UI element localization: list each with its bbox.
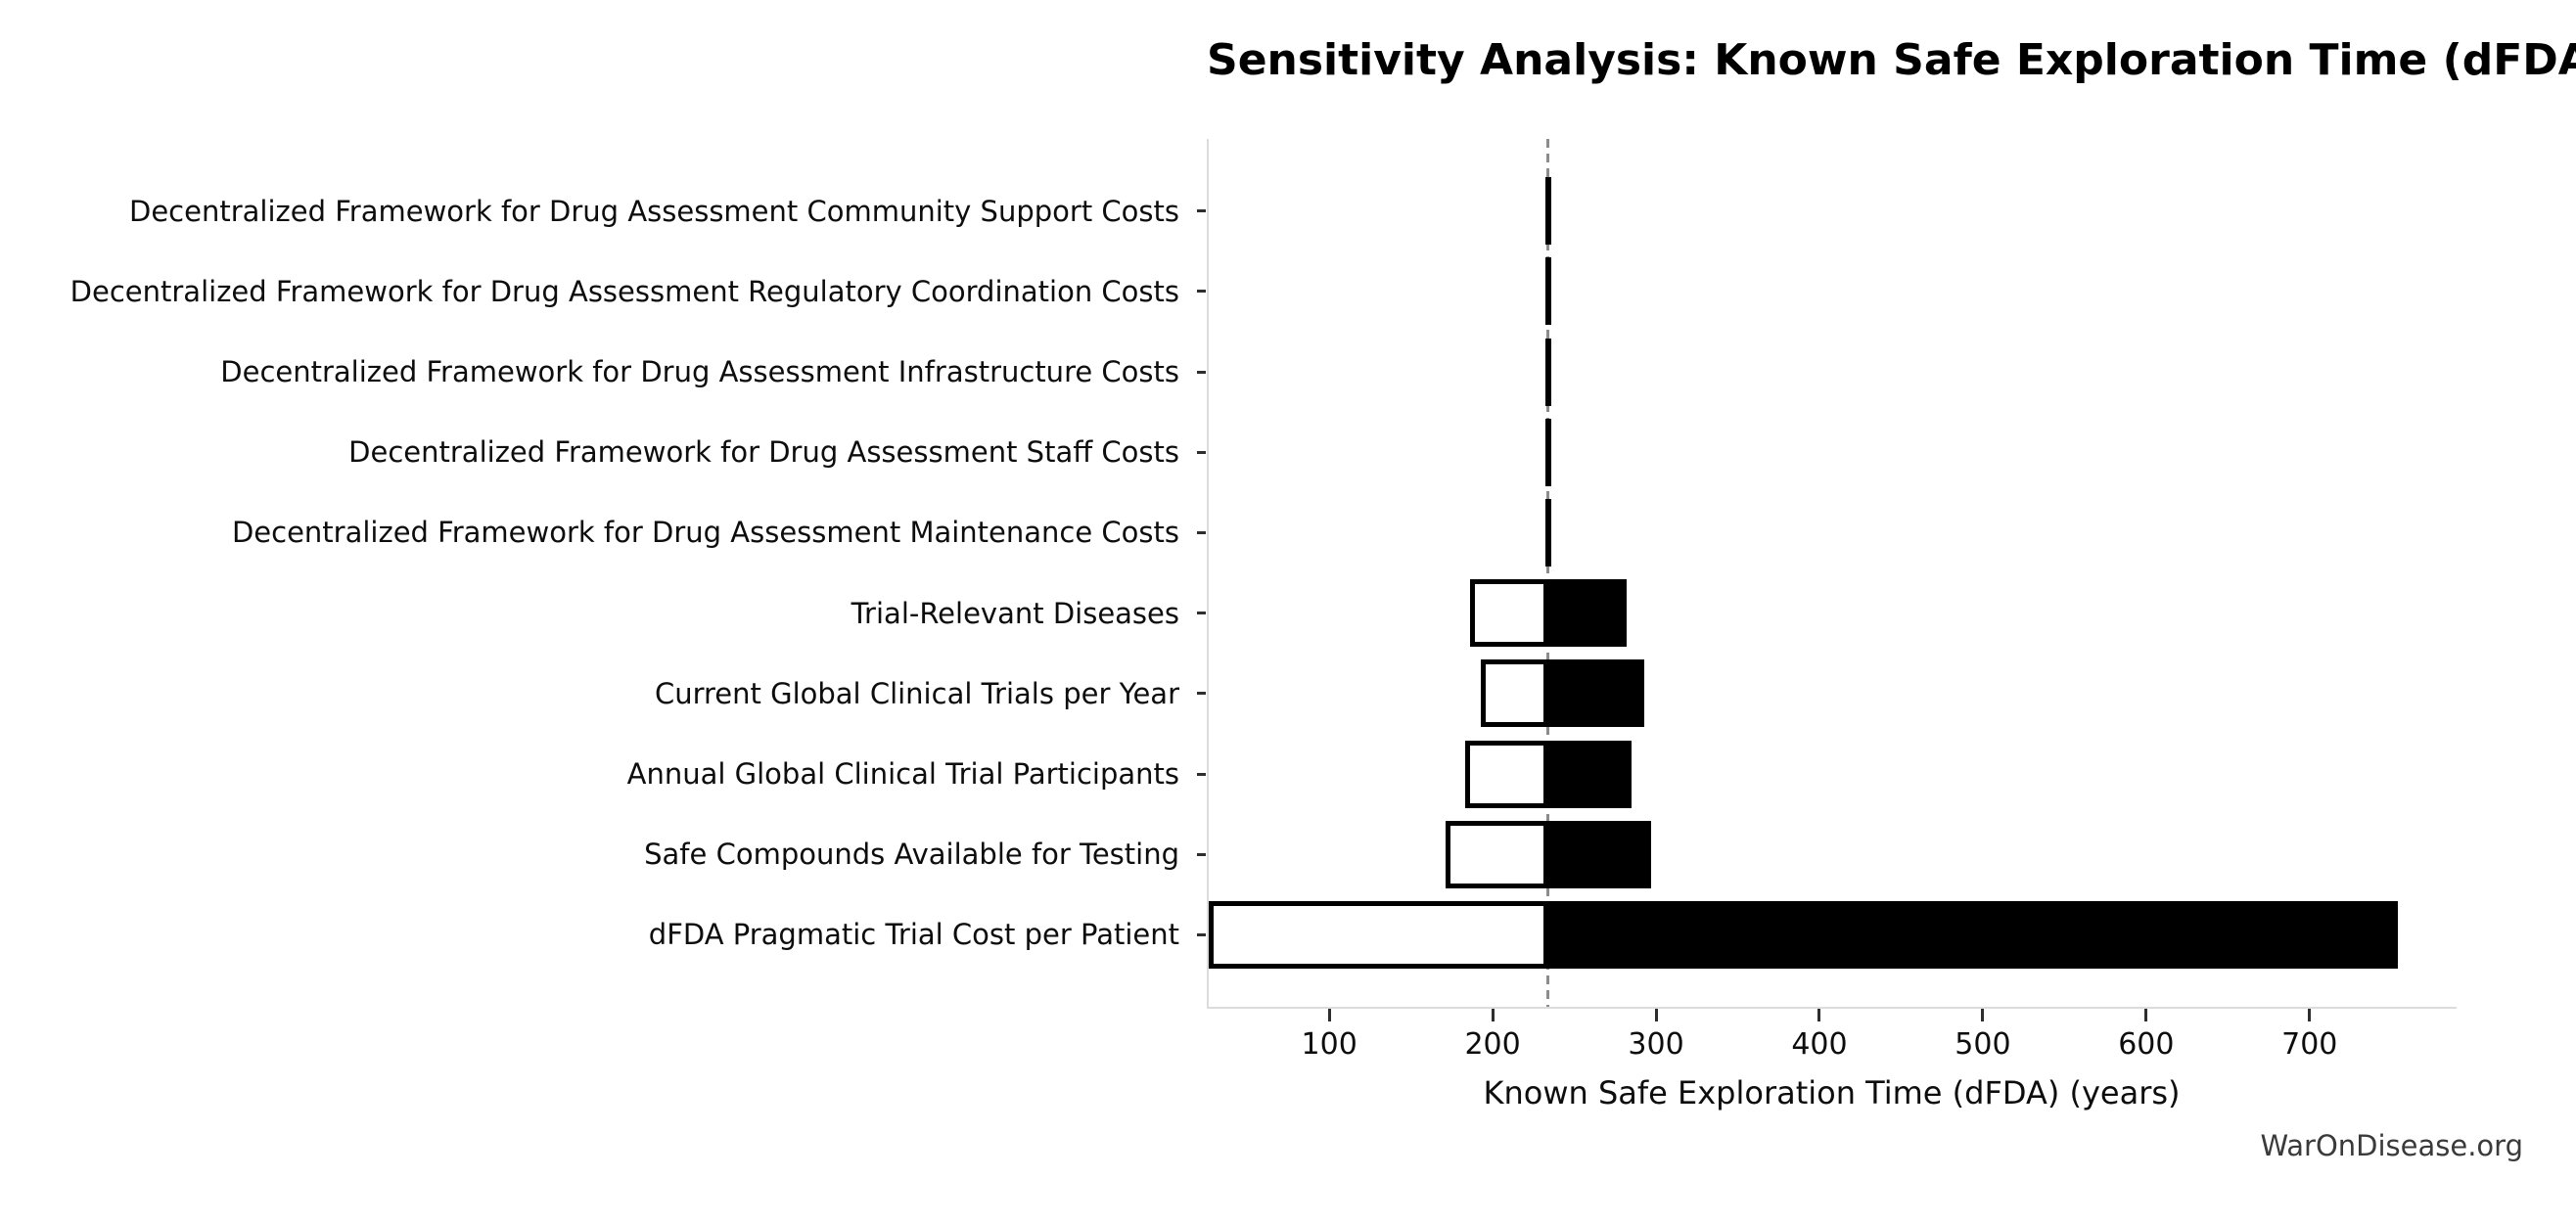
- watermark-text: WarOnDisease.org: [2260, 1129, 2523, 1162]
- bar-low-side: [1445, 820, 1548, 888]
- y-axis-spine: [1207, 139, 1209, 1007]
- chart-title: Sensitivity Analysis: Known Safe Explora…: [1207, 35, 2576, 85]
- bar-low-side: [1464, 740, 1548, 808]
- bar-high-side: [1547, 900, 2398, 969]
- y-tick-mark: [1197, 852, 1206, 856]
- x-tick-label: 500: [1955, 1027, 2011, 1062]
- category-label: Annual Global Clinical Trial Participant…: [626, 757, 1179, 791]
- bar-high-side: [1547, 820, 1652, 888]
- bar-low-side: [1481, 659, 1548, 728]
- x-tick-mark: [1327, 1009, 1331, 1021]
- category-label: Decentralized Framework for Drug Assessm…: [129, 194, 1179, 228]
- bar-range: [1544, 338, 1552, 406]
- category-label: Decentralized Framework for Drug Assessm…: [69, 274, 1179, 308]
- category-label: Decentralized Framework for Drug Assessm…: [220, 355, 1179, 388]
- category-label: Trial-Relevant Diseases: [851, 596, 1179, 630]
- category-label: Decentralized Framework for Drug Assessm…: [231, 516, 1179, 550]
- x-tick-mark: [1817, 1009, 1821, 1021]
- x-tick-label: 700: [2281, 1027, 2338, 1062]
- y-tick-mark: [1197, 450, 1206, 454]
- x-tick-mark: [2144, 1009, 2148, 1021]
- x-tick-mark: [1981, 1009, 1985, 1021]
- x-tick-mark: [1491, 1009, 1495, 1021]
- x-tick-label: 300: [1628, 1027, 1684, 1062]
- bar-low-side: [1469, 579, 1548, 648]
- y-tick-mark: [1197, 290, 1206, 294]
- bar-low-side: [1208, 900, 1548, 969]
- bar-range: [1544, 418, 1552, 486]
- bar-high-side: [1547, 579, 1627, 648]
- bar-range: [1544, 498, 1551, 567]
- category-label: Safe Compounds Available for Testing: [644, 838, 1179, 872]
- category-label: Decentralized Framework for Drug Assessm…: [348, 435, 1179, 470]
- y-tick-mark: [1197, 692, 1206, 696]
- x-tick-label: 400: [1791, 1027, 1848, 1062]
- x-tick-mark: [2308, 1009, 2312, 1021]
- y-tick-mark: [1197, 612, 1206, 615]
- y-tick-mark: [1197, 932, 1206, 936]
- bar-range: [1544, 177, 1552, 246]
- y-tick-mark: [1197, 209, 1206, 213]
- bar-high-side: [1547, 659, 1645, 728]
- x-tick-label: 100: [1301, 1027, 1357, 1062]
- baseline-dashed-line: [1546, 139, 1550, 1007]
- bar-range: [1544, 257, 1552, 326]
- bar-high-side: [1547, 740, 1632, 808]
- plot-area: [1207, 139, 2457, 1009]
- x-axis-label: Known Safe Exploration Time (dFDA) (year…: [1483, 1074, 2181, 1111]
- category-label: dFDA Pragmatic Trial Cost per Patient: [648, 918, 1179, 952]
- y-tick-mark: [1197, 530, 1206, 534]
- x-tick-label: 200: [1464, 1027, 1521, 1062]
- x-tick-label: 600: [2118, 1027, 2175, 1062]
- category-label: Current Global Clinical Trials per Year: [654, 676, 1179, 710]
- y-tick-mark: [1197, 772, 1206, 776]
- x-tick-mark: [1654, 1009, 1658, 1021]
- y-tick-mark: [1197, 370, 1206, 374]
- x-axis-spine: [1207, 1007, 2457, 1009]
